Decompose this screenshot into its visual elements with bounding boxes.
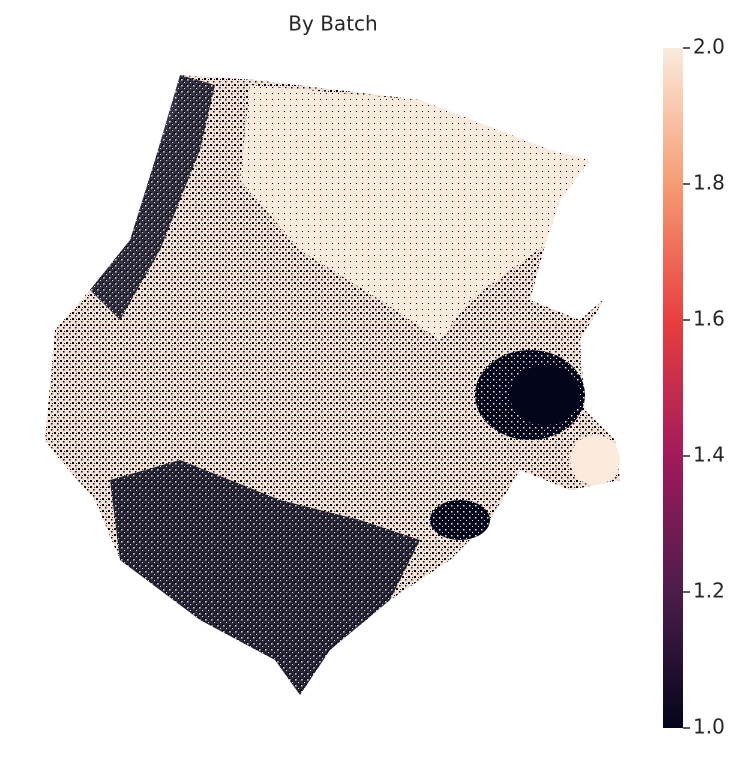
colorbar-tick-label: 1.4 <box>693 443 725 467</box>
colorbar-tick-label: 1.0 <box>693 715 725 739</box>
colorbar-tick-label: 1.8 <box>693 171 725 195</box>
point-cloud <box>45 75 620 695</box>
chart-title: By Batch <box>288 12 377 36</box>
colorbar-tick-label: 1.6 <box>693 307 725 331</box>
colorbar-tick-label: 2.0 <box>693 35 725 59</box>
colorbar-tick-label: 1.2 <box>693 579 725 603</box>
colorbar <box>663 48 683 728</box>
